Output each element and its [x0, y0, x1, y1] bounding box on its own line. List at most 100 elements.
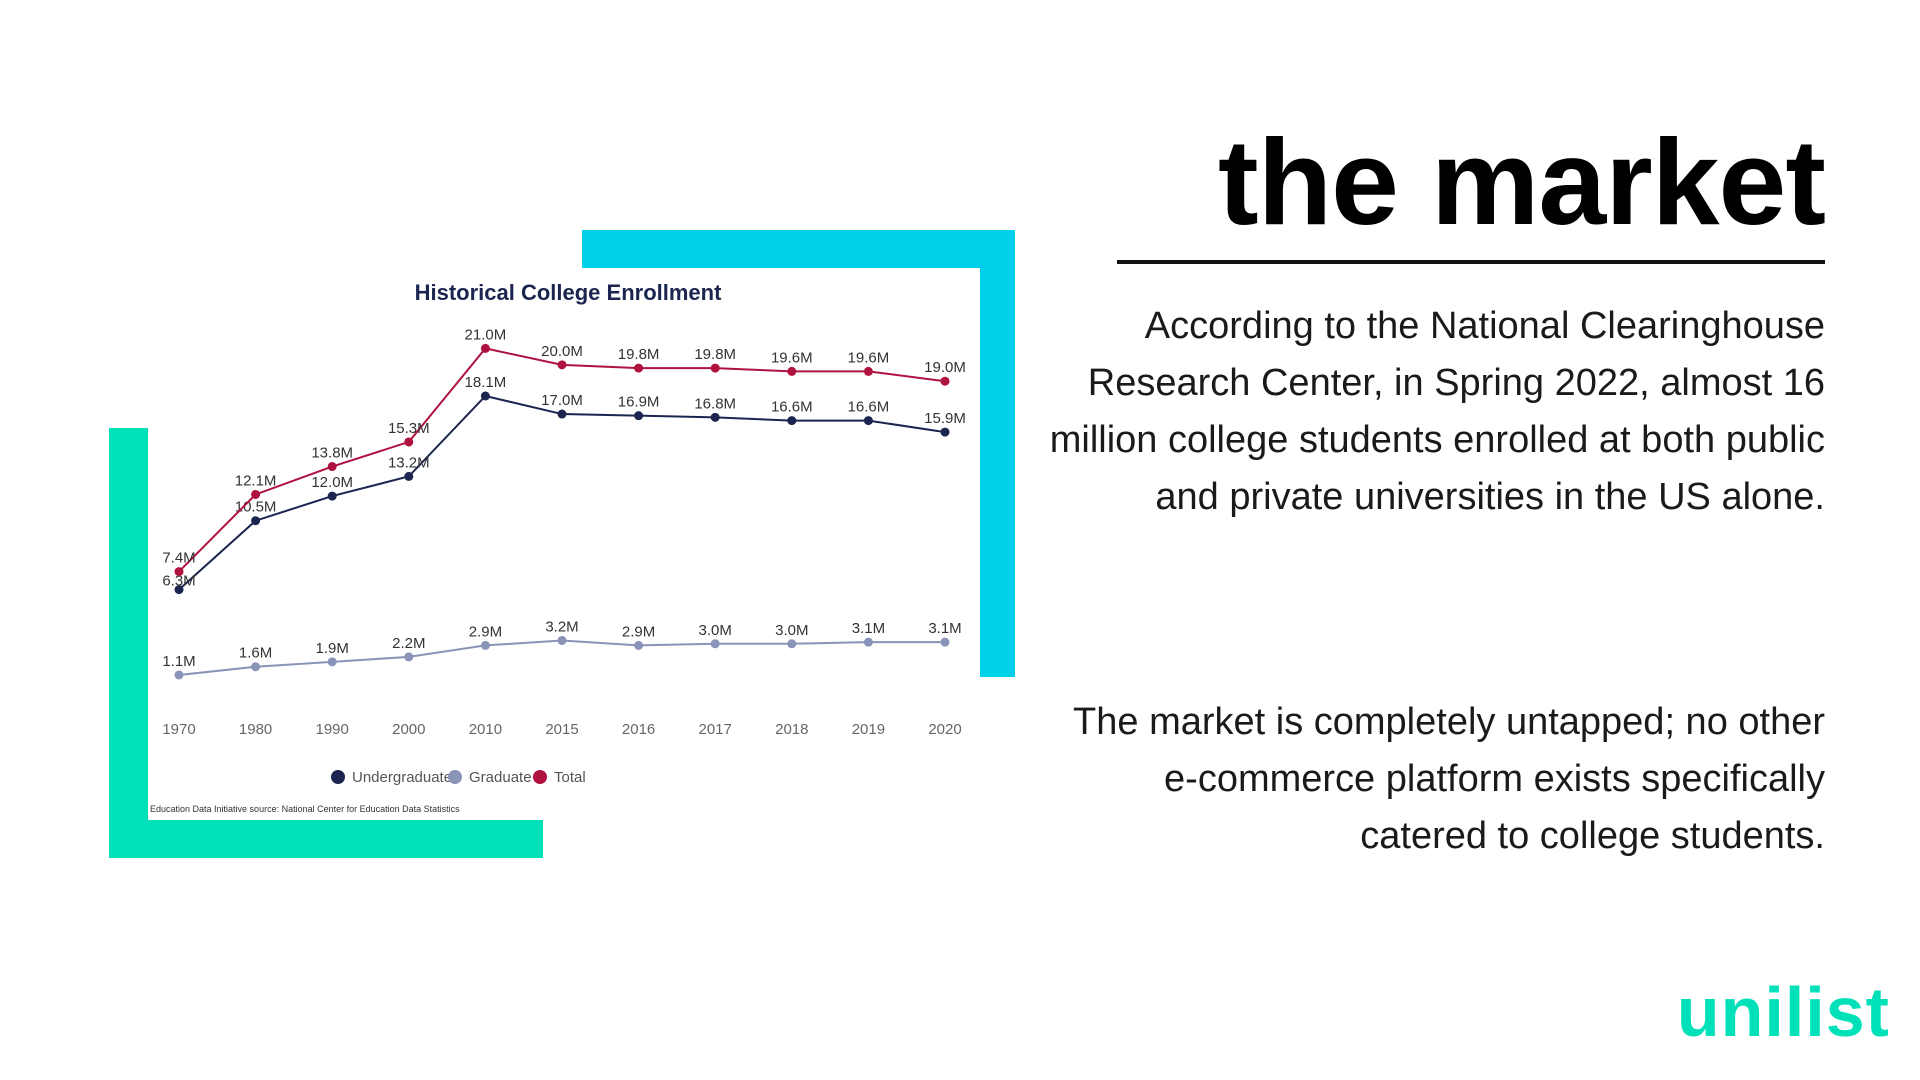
- data-point-graduate[interactable]: [557, 635, 567, 645]
- series-line-graduate: [178, 639, 945, 676]
- x-tick-label: 2017: [699, 721, 732, 738]
- data-label-total: 7.4M: [162, 550, 195, 567]
- data-point-undergraduate[interactable]: [710, 412, 720, 422]
- legend: Undergraduate Graduate Total: [331, 769, 586, 786]
- x-tick-label: 1990: [316, 721, 349, 738]
- series-layer: 6.3M 10.5M 12.0M 13.2M 18.1M 17.0M 16.9M 16.8M 1…: [162, 326, 966, 680]
- market-gap-paragraph: The market is completely untapped; no ot…: [1073, 701, 1825, 857]
- data-point-graduate[interactable]: [940, 637, 950, 647]
- series-undergraduate: 6.3M 10.5M 12.0M 13.2M 18.1M 17.0M 16.9M 16.8M 1…: [162, 374, 966, 595]
- data-label-undergraduate: 6.3M: [162, 573, 195, 590]
- data-point-total[interactable]: [174, 567, 184, 577]
- data-point-graduate[interactable]: [634, 640, 644, 650]
- data-point-graduate[interactable]: [710, 639, 720, 649]
- x-tick-label: 2010: [469, 721, 502, 738]
- data-label-total: 19.0M: [924, 359, 966, 376]
- data-label-undergraduate: 10.5M: [235, 499, 277, 516]
- data-label-undergraduate: 18.1M: [465, 374, 507, 391]
- data-label-total: 20.0M: [541, 343, 583, 360]
- legend-marker-undergraduate: [331, 770, 345, 784]
- data-point-undergraduate[interactable]: [480, 391, 490, 401]
- brand-logo: unilist: [1676, 973, 1890, 1051]
- data-point-graduate[interactable]: [174, 670, 184, 680]
- data-label-graduate: 2.9M: [622, 623, 655, 640]
- data-label-total: 19.8M: [694, 346, 736, 363]
- legend-item-graduate[interactable]: Graduate: [448, 769, 532, 786]
- data-point-graduate[interactable]: [251, 662, 261, 672]
- data-label-undergraduate: 13.2M: [388, 454, 430, 471]
- market-size-paragraph: According to the National Clearinghouse …: [1049, 305, 1825, 518]
- chart-card: Historical College Enrollment 6.3M 10.5M 1…: [148, 268, 980, 820]
- legend-label-undergraduate: Undergraduate: [352, 769, 452, 786]
- data-point-total[interactable]: [787, 366, 797, 376]
- x-tick-label: 1970: [162, 721, 195, 738]
- data-point-undergraduate[interactable]: [863, 416, 873, 426]
- data-point-undergraduate[interactable]: [404, 471, 414, 481]
- data-label-undergraduate: 16.6M: [771, 399, 813, 416]
- data-label-total: 12.1M: [235, 472, 277, 489]
- data-point-undergraduate[interactable]: [327, 491, 337, 501]
- x-tick-label: 1980: [239, 721, 272, 738]
- data-label-graduate: 2.2M: [392, 635, 425, 652]
- data-point-total[interactable]: [557, 360, 567, 370]
- data-point-undergraduate[interactable]: [174, 585, 184, 595]
- data-point-undergraduate[interactable]: [787, 416, 797, 426]
- data-label-total: 19.8M: [618, 346, 660, 363]
- data-point-total[interactable]: [404, 437, 414, 447]
- data-label-graduate: 2.9M: [469, 623, 502, 640]
- series-total: 7.4M 12.1M 13.8M 15.3M 21.0M 20.0M 19.8M 19.8M 1…: [162, 326, 966, 577]
- data-label-graduate: 3.0M: [775, 622, 808, 639]
- legend-item-undergraduate[interactable]: Undergraduate: [331, 769, 452, 786]
- x-tick-label: 2019: [852, 721, 885, 738]
- data-label-total: 21.0M: [465, 326, 507, 343]
- data-point-total[interactable]: [251, 489, 261, 499]
- legend-label-graduate: Graduate: [469, 769, 532, 786]
- x-tick-label: 2018: [775, 721, 808, 738]
- data-point-total[interactable]: [480, 343, 490, 353]
- data-label-total: 13.8M: [311, 445, 353, 462]
- data-point-total[interactable]: [710, 363, 720, 373]
- data-label-undergraduate: 17.0M: [541, 392, 583, 409]
- data-label-undergraduate: 15.9M: [924, 410, 966, 427]
- data-point-total[interactable]: [940, 376, 950, 386]
- data-point-total[interactable]: [863, 366, 873, 376]
- data-point-undergraduate[interactable]: [940, 427, 950, 437]
- data-label-graduate: 3.0M: [699, 622, 732, 639]
- data-point-graduate[interactable]: [404, 652, 414, 662]
- data-point-graduate[interactable]: [327, 657, 337, 667]
- slide-title: the market: [1217, 114, 1826, 250]
- data-point-graduate[interactable]: [480, 640, 490, 650]
- x-tick-label: 2016: [622, 721, 655, 738]
- data-label-graduate: 3.1M: [852, 620, 885, 637]
- data-label-graduate: 1.9M: [316, 640, 349, 657]
- data-point-graduate[interactable]: [787, 639, 797, 649]
- title-divider: [1117, 260, 1825, 264]
- data-point-undergraduate[interactable]: [251, 516, 261, 526]
- series-graduate: 1.1M 1.6M 1.9M 2.2M 2.9M 3.2M 2.9M 3.0M 3.0M 3.1M…: [162, 618, 962, 680]
- x-tick-label: 2000: [392, 721, 425, 738]
- chart-title: Historical College Enrollment: [415, 280, 723, 305]
- data-label-undergraduate: 16.8M: [694, 395, 736, 412]
- legend-item-total[interactable]: Total: [533, 769, 586, 786]
- legend-marker-graduate: [448, 770, 462, 784]
- data-label-undergraduate: 12.0M: [311, 474, 353, 491]
- data-point-undergraduate[interactable]: [634, 411, 644, 421]
- data-label-total: 19.6M: [771, 349, 813, 366]
- data-label-graduate: 3.1M: [928, 620, 961, 637]
- data-point-graduate[interactable]: [863, 637, 873, 647]
- data-point-total[interactable]: [634, 363, 644, 373]
- x-tick-label: 2020: [928, 721, 961, 738]
- source-note: Education Data Initiative source: Nation…: [150, 804, 460, 814]
- data-point-total[interactable]: [327, 462, 337, 472]
- x-tick-label: 2015: [545, 721, 578, 738]
- data-point-undergraduate[interactable]: [557, 409, 567, 419]
- data-label-graduate: 1.6M: [239, 645, 272, 662]
- data-label-undergraduate: 16.6M: [848, 399, 890, 416]
- enrollment-chart: Historical College Enrollment 6.3M 10.5M 1…: [150, 280, 966, 814]
- series-line-total: [178, 347, 946, 573]
- data-label-graduate: 3.2M: [545, 618, 578, 635]
- data-label-undergraduate: 16.9M: [618, 394, 660, 411]
- legend-marker-total: [533, 770, 547, 784]
- data-label-graduate: 1.1M: [162, 653, 195, 670]
- data-label-total: 15.3M: [388, 420, 430, 437]
